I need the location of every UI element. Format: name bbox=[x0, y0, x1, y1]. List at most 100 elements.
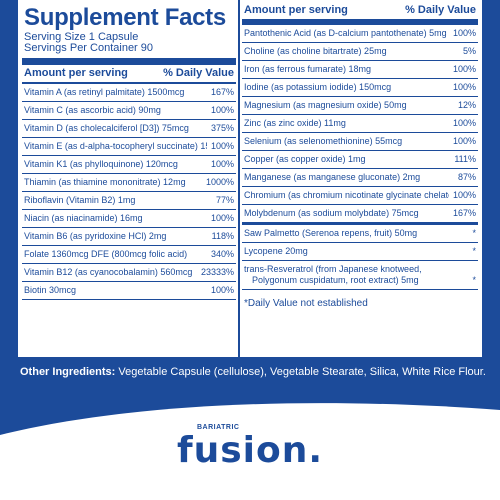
nutrient-amount: Vitamin D (as cholecalciferol [D3]) 75mc… bbox=[24, 123, 207, 134]
nutrient-row: Vitamin A (as retinyl palmitate) 1500mcg… bbox=[22, 84, 236, 102]
nutrient-amount: Biotin 30mcg bbox=[24, 285, 207, 296]
nutrient-amount-text: Chromium (as chromium nicotinate glycina… bbox=[244, 190, 449, 200]
nutrient-amount-text: Vitamin E (as d-alpha-tocopheryl succina… bbox=[24, 141, 207, 151]
nutrient-amount-text: Vitamin B6 (as pyridoxine HCl) 2mg bbox=[24, 231, 167, 241]
supplement-facts-panel: Supplement Facts Serving Size 1 Capsule … bbox=[18, 0, 482, 357]
nutrient-row: Chromium (as chromium nicotinate glycina… bbox=[242, 187, 478, 205]
nutrient-daily-value: 100% bbox=[210, 105, 234, 115]
nutrient-amount: Iodine (as potassium iodide) 150mcg bbox=[244, 82, 449, 93]
nutrient-row: Vitamin C (as ascorbic acid) 90mg 100% bbox=[22, 102, 236, 120]
nutrient-row: Thiamin (as thiamine mononitrate) 12mg 10… bbox=[22, 174, 236, 192]
nutrient-row: Vitamin E (as d-alpha-tocopheryl succina… bbox=[22, 138, 236, 156]
brand-small-text: BARIATRIC bbox=[197, 424, 240, 431]
nutrient-amount-text: Folate 1360mcg DFE (800mcg folic acid) bbox=[24, 249, 188, 259]
nutrient-amount: Magnesium (as magnesium oxide) 50mg bbox=[244, 100, 454, 111]
nutrient-daily-value: 100% bbox=[452, 28, 476, 38]
serving-size: Serving Size 1 Capsule bbox=[24, 31, 139, 43]
nutrient-amount: Lycopene 20mg bbox=[244, 246, 468, 257]
panel-title: Supplement Facts bbox=[24, 4, 226, 31]
nutrient-amount-text: Saw Palmetto (Serenoa repens, fruit) 50m… bbox=[244, 228, 418, 238]
nutrient-amount: Pantothenic Acid (as D-calcium pantothen… bbox=[244, 28, 449, 39]
nutrient-daily-value: 167% bbox=[452, 208, 476, 218]
right-column: Amount per serving % Daily Value Pantoth… bbox=[242, 0, 478, 309]
header-amount: Amount per serving bbox=[244, 4, 348, 16]
nutrient-row: Selenium (as selenomethionine) 55mcg 100% bbox=[242, 133, 478, 151]
nutrient-amount-text-line2: Polygonum cuspidatum, root extract) 5mg bbox=[252, 275, 419, 285]
nutrient-amount-text: Riboflavin (Vitamin B2) 1mg bbox=[24, 195, 136, 205]
brand-main-text: fusion. bbox=[176, 430, 324, 471]
nutrient-row: Vitamin D (as cholecalciferol [D3]) 75mc… bbox=[22, 120, 236, 138]
nutrient-amount-text: Molybdenum (as sodium molybdate) 75mcg bbox=[244, 208, 419, 218]
nutrient-row: Iodine (as potassium iodide) 150mcg 100% bbox=[242, 79, 478, 97]
nutrient-row: Molybdenum (as sodium molybdate) 75mcg 16… bbox=[242, 205, 478, 225]
nutrient-row: Iron (as ferrous fumarate) 18mg 100% bbox=[242, 61, 478, 79]
nutrient-amount-text: Selenium (as selenomethionine) 55mcg bbox=[244, 136, 403, 146]
nutrient-amount-text: Manganese (as manganese gluconate) 2mg bbox=[244, 172, 421, 182]
nutrient-daily-value: 1000% bbox=[205, 177, 234, 187]
nutrient-daily-value: 100% bbox=[452, 190, 476, 200]
nutrient-daily-value: 100% bbox=[452, 118, 476, 128]
nutrient-row: Vitamin B6 (as pyridoxine HCl) 2mg 118% bbox=[22, 228, 236, 246]
nutrient-amount: Choline (as choline bitartrate) 25mg bbox=[244, 46, 459, 57]
nutrient-amount: Zinc (as zinc oxide) 11mg bbox=[244, 118, 449, 129]
nutrient-amount: Niacin (as niacinamide) 16mg bbox=[24, 213, 207, 224]
nutrient-amount: Folate 1360mcg DFE (800mcg folic acid) bbox=[24, 249, 207, 260]
nutrient-row: Copper (as copper oxide) 1mg 111% bbox=[242, 151, 478, 169]
nutrient-amount-text: Choline (as choline bitartrate) 25mg bbox=[244, 46, 387, 56]
header-amount: Amount per serving bbox=[24, 67, 128, 79]
nutrient-daily-value: * bbox=[472, 228, 476, 238]
nutrient-daily-value: 100% bbox=[452, 64, 476, 74]
nutrient-daily-value: 167% bbox=[210, 87, 234, 97]
header-daily-value: % Daily Value bbox=[405, 4, 476, 16]
servings-per-container: Servings Per Container 90 bbox=[24, 42, 154, 54]
ingredients-label: Other Ingredients: bbox=[20, 366, 116, 378]
nutrient-daily-value: 100% bbox=[210, 141, 234, 151]
nutrient-amount: Iron (as ferrous fumarate) 18mg bbox=[244, 64, 449, 75]
nutrient-daily-value: 12% bbox=[457, 100, 476, 110]
nutrient-row: Biotin 30mcg 100% bbox=[22, 282, 236, 300]
nutrient-amount-text: Iron (as ferrous fumarate) 18mg bbox=[244, 64, 372, 74]
nutrient-amount: Selenium (as selenomethionine) 55mcg bbox=[244, 136, 449, 147]
nutrient-amount-text: Copper (as copper oxide) 1mg bbox=[244, 154, 366, 164]
nutrient-amount: trans-Resveratrol (from Japanese knotwee… bbox=[244, 264, 468, 286]
nutrient-amount: Vitamin B12 (as cyanocobalamin) 560mcg bbox=[24, 267, 197, 278]
nutrient-daily-value: 77% bbox=[215, 195, 234, 205]
nutrient-daily-value: 5% bbox=[462, 46, 476, 56]
nutrient-daily-value: 23333% bbox=[200, 267, 234, 277]
nutrient-amount-text: Zinc (as zinc oxide) 11mg bbox=[244, 118, 346, 128]
nutrient-amount-text: Vitamin A (as retinyl palmitate) 1500mcg bbox=[24, 87, 185, 97]
nutrient-row: Pantothenic Acid (as D-calcium pantothen… bbox=[242, 25, 478, 43]
nutrient-amount: Copper (as copper oxide) 1mg bbox=[244, 154, 450, 165]
nutrient-amount: Chromium (as chromium nicotinate glycina… bbox=[244, 190, 449, 201]
nutrient-daily-value: 100% bbox=[210, 213, 234, 223]
header-daily-value: % Daily Value bbox=[163, 67, 234, 79]
thick-divider bbox=[242, 19, 478, 25]
nutrient-daily-value: 340% bbox=[210, 249, 234, 259]
white-wave-background bbox=[0, 403, 500, 500]
nutrient-row: Vitamin K1 (as phylloquinone) 120mcg 100% bbox=[22, 156, 236, 174]
other-ingredients: Other Ingredients: Vegetable Capsule (ce… bbox=[20, 366, 490, 378]
nutrient-amount: Vitamin E (as d-alpha-tocopheryl succina… bbox=[24, 141, 207, 152]
nutrient-row: Zinc (as zinc oxide) 11mg 100% bbox=[242, 115, 478, 133]
nutrient-amount-text: Magnesium (as magnesium oxide) 50mg bbox=[244, 100, 407, 110]
column-header: Amount per serving % Daily Value bbox=[242, 0, 478, 19]
nutrient-amount-text: Iodine (as potassium iodide) 150mcg bbox=[244, 82, 392, 92]
nutrient-daily-value: 100% bbox=[210, 159, 234, 169]
nutrient-amount: Riboflavin (Vitamin B2) 1mg bbox=[24, 195, 212, 206]
nutrient-row: Manganese (as manganese gluconate) 2mg 87… bbox=[242, 169, 478, 187]
nutrient-amount-text: Vitamin C (as ascorbic acid) 90mg bbox=[24, 105, 161, 115]
nutrient-amount: Molybdenum (as sodium molybdate) 75mcg bbox=[244, 208, 449, 219]
column-header: Amount per serving % Daily Value bbox=[22, 65, 236, 84]
nutrient-daily-value: 87% bbox=[457, 172, 476, 182]
nutrient-amount: Vitamin A (as retinyl palmitate) 1500mcg bbox=[24, 87, 207, 98]
nutrient-amount-text: Niacin (as niacinamide) 16mg bbox=[24, 213, 143, 223]
nutrient-amount: Vitamin K1 (as phylloquinone) 120mcg bbox=[24, 159, 207, 170]
nutrient-amount-text: Thiamin (as thiamine mononitrate) 12mg bbox=[24, 177, 186, 187]
thick-divider bbox=[22, 58, 236, 65]
nutrient-daily-value: 100% bbox=[452, 136, 476, 146]
nutrient-row: trans-Resveratrol (from Japanese knotwee… bbox=[242, 261, 478, 290]
footnote: *Daily Value not established bbox=[244, 298, 368, 309]
nutrient-amount: Saw Palmetto (Serenoa repens, fruit) 50m… bbox=[244, 228, 468, 239]
nutrient-row: Lycopene 20mg * bbox=[242, 243, 478, 261]
ingredients-text: Vegetable Capsule (cellulose), Vegetable… bbox=[115, 366, 486, 378]
